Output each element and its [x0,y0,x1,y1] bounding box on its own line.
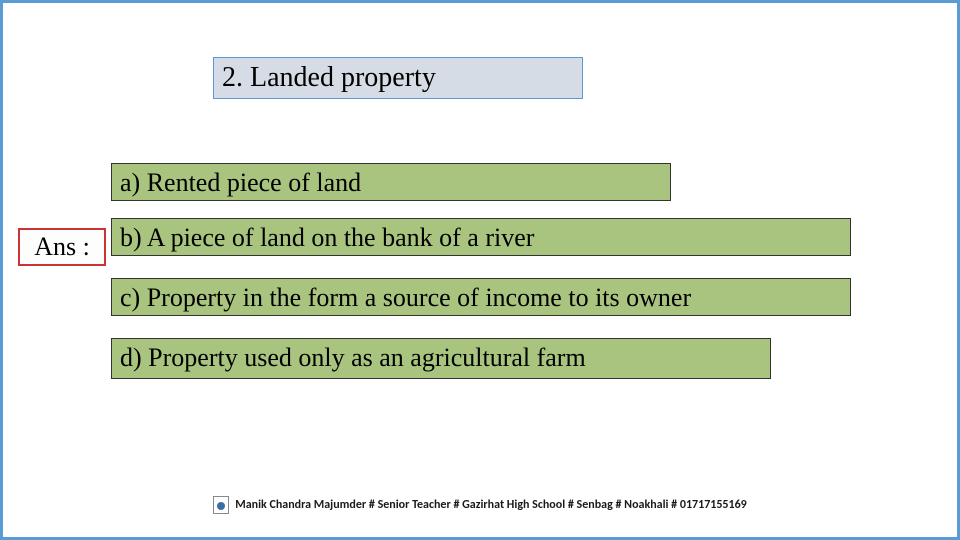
question-title-text: 2. Landed property [222,62,436,93]
option-d: d) Property used only as an agricultural… [111,338,771,379]
option-c: c) Property in the form a source of inco… [111,278,851,316]
slide-frame: 2. Landed property Ans : a) Rented piece… [0,0,960,540]
author-avatar-icon [213,496,229,514]
option-b-text: b) A piece of land on the bank of a rive… [120,223,534,252]
footer: Manik Chandra Majumder # Senior Teacher … [3,496,957,519]
option-b: b) A piece of land on the bank of a rive… [111,218,851,256]
answer-label-box: Ans : [18,228,106,266]
answer-label-text: Ans : [34,232,90,261]
footer-text: Manik Chandra Majumder # Senior Teacher … [235,498,747,512]
option-c-text: c) Property in the form a source of inco… [120,283,691,312]
question-title-box: 2. Landed property [213,57,583,99]
option-a-text: a) Rented piece of land [120,168,361,197]
option-d-text: d) Property used only as an agricultural… [120,343,586,372]
option-a: a) Rented piece of land [111,163,671,201]
